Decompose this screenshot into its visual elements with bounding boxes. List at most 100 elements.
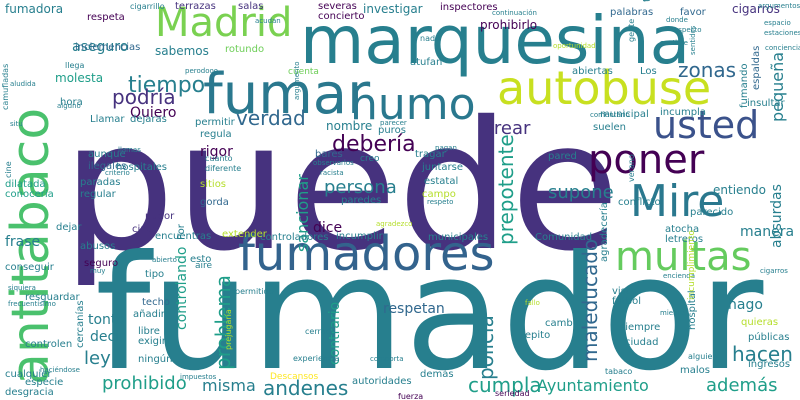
word-vista: vista	[612, 286, 636, 297]
word-especie: especie	[25, 377, 64, 388]
word-zonas: zonas	[678, 58, 737, 82]
word-hago: hago	[728, 297, 763, 313]
word-bares: bares	[315, 149, 343, 160]
word-encuentras: encuentras	[155, 231, 212, 242]
word-situ: situ	[10, 120, 23, 128]
word-maleducado: maleducado	[578, 238, 602, 362]
word-agradezco: agradezco	[376, 220, 413, 228]
word-donde: donde	[666, 16, 688, 24]
word-conseguir: conseguir	[5, 262, 54, 273]
word-espaldas: espaldas	[751, 45, 762, 90]
word-cuanto: cuanto	[205, 154, 233, 163]
word-multas: multas	[615, 234, 752, 280]
word-paradas: paradas	[80, 177, 121, 188]
word-palabras: palabras	[610, 7, 654, 18]
word-cercanias: cercanías	[75, 300, 86, 348]
word-crear: crear	[484, 118, 531, 139]
word-juntarse: juntarse	[422, 162, 463, 173]
word-repito: repito	[521, 330, 551, 341]
word-paredes: paredes	[341, 195, 382, 206]
word-aunque: aunque	[88, 149, 126, 160]
word-letreros: letreros	[665, 234, 704, 245]
word-controlando: controlando	[174, 246, 190, 330]
word-tonto: tonto	[88, 312, 125, 328]
word-mire: Mire	[630, 176, 725, 227]
word-tabaco: tabaco	[605, 367, 633, 376]
word-rotundo: rotundo	[225, 44, 265, 55]
word-gente: gente	[627, 18, 636, 42]
word-cerrada: cerrada	[305, 327, 336, 336]
word-muy: muy	[90, 267, 106, 275]
word-decir: decir	[90, 329, 125, 345]
word-fumador: fumador	[95, 222, 764, 400]
word-policia: policía	[474, 315, 498, 380]
word-aspecto: aspecto	[674, 26, 702, 34]
word-tipo: tipo	[145, 269, 165, 280]
word-hora: hora	[60, 97, 83, 108]
word-ilegales: ilegales	[88, 161, 127, 172]
word-siquiera: siquiera	[8, 284, 36, 292]
word-argumento: argumento	[293, 61, 301, 100]
word-sabemos: sabemos	[155, 44, 209, 58]
word-sentidos: sentidos	[689, 25, 697, 55]
word-parecer: parecer	[380, 119, 407, 127]
word-estatal: estatal	[424, 176, 459, 187]
word-seguro: seguro	[84, 258, 119, 269]
word-cualquier: cualquier	[5, 369, 52, 380]
word-alguno: alguno	[57, 102, 81, 110]
word-severas: severas	[318, 1, 357, 12]
word-tres: tres	[642, 0, 653, 2]
word-incumplimiento: incumplimiento	[687, 230, 697, 300]
word-quiero: Quiero	[130, 105, 177, 121]
word-cigarros: cigarros	[732, 2, 780, 16]
word-abiertas: abiertas	[572, 66, 613, 77]
word-cinco: cinco	[132, 224, 159, 235]
word-cine: cine	[4, 161, 13, 178]
word-misma: misma	[202, 376, 256, 395]
word-fumadora: fumadora	[5, 2, 64, 16]
word-permitido: permitido	[235, 287, 274, 296]
word-tiempo: tiempo	[128, 73, 206, 98]
word-ciudad: ciudad	[625, 337, 659, 348]
word-poner: poner	[588, 137, 705, 183]
word-resguardar: resguardar	[25, 292, 80, 303]
word-prohibirlo: prohibirlo	[480, 18, 538, 32]
word-esto: esto	[190, 254, 212, 265]
word-ingresos: ingresos	[748, 359, 791, 370]
word-conoceria: conocería	[5, 189, 54, 200]
word-suelen: suelen	[593, 122, 626, 133]
word-dejaras: dejaras	[130, 114, 167, 125]
word-ninguno: ningún	[138, 354, 173, 365]
word-absurdas: absurdas	[769, 184, 785, 248]
word-inclemencias: inclemencias	[75, 42, 141, 53]
word-tragar: tragar	[415, 149, 446, 160]
word-acudan: acudan	[255, 17, 281, 25]
word-publicas: públicas	[748, 332, 790, 343]
word-fuerza: fuerza	[398, 392, 424, 400]
word-llamas: llamas	[118, 146, 141, 154]
word-anadir: añadir	[133, 309, 165, 320]
word-dejar: dejar	[56, 222, 82, 233]
word-llega: llega	[65, 61, 85, 70]
word-conciencia: conciencia	[765, 44, 800, 52]
word-ayuntamiento: Ayuntamiento	[537, 376, 649, 395]
word-fallo: fallo	[525, 299, 540, 307]
word-comunidad: Comunidad	[535, 232, 593, 243]
word-fumadores: fumadores	[238, 226, 495, 282]
word-dilatada: dilatada	[5, 179, 46, 190]
word-experiencia: experiencia	[293, 354, 340, 363]
word-insultar: insultar	[747, 98, 785, 109]
word-cuenta: cuenta	[288, 67, 319, 77]
word-espacio: espacio	[764, 19, 791, 27]
word-racista: racista	[320, 169, 344, 177]
word-demas: demás	[420, 369, 454, 380]
word-pequena: pequeña	[768, 51, 787, 122]
word-frase: frase	[5, 234, 41, 250]
word-aludida: aludida	[10, 80, 36, 88]
word-prohibido: prohibido	[102, 373, 187, 394]
word-controladores: controladores	[260, 232, 329, 243]
word-extender: extender	[222, 229, 267, 240]
word-encienda: encienda	[663, 272, 696, 280]
word-alguien: alguien	[688, 352, 718, 361]
